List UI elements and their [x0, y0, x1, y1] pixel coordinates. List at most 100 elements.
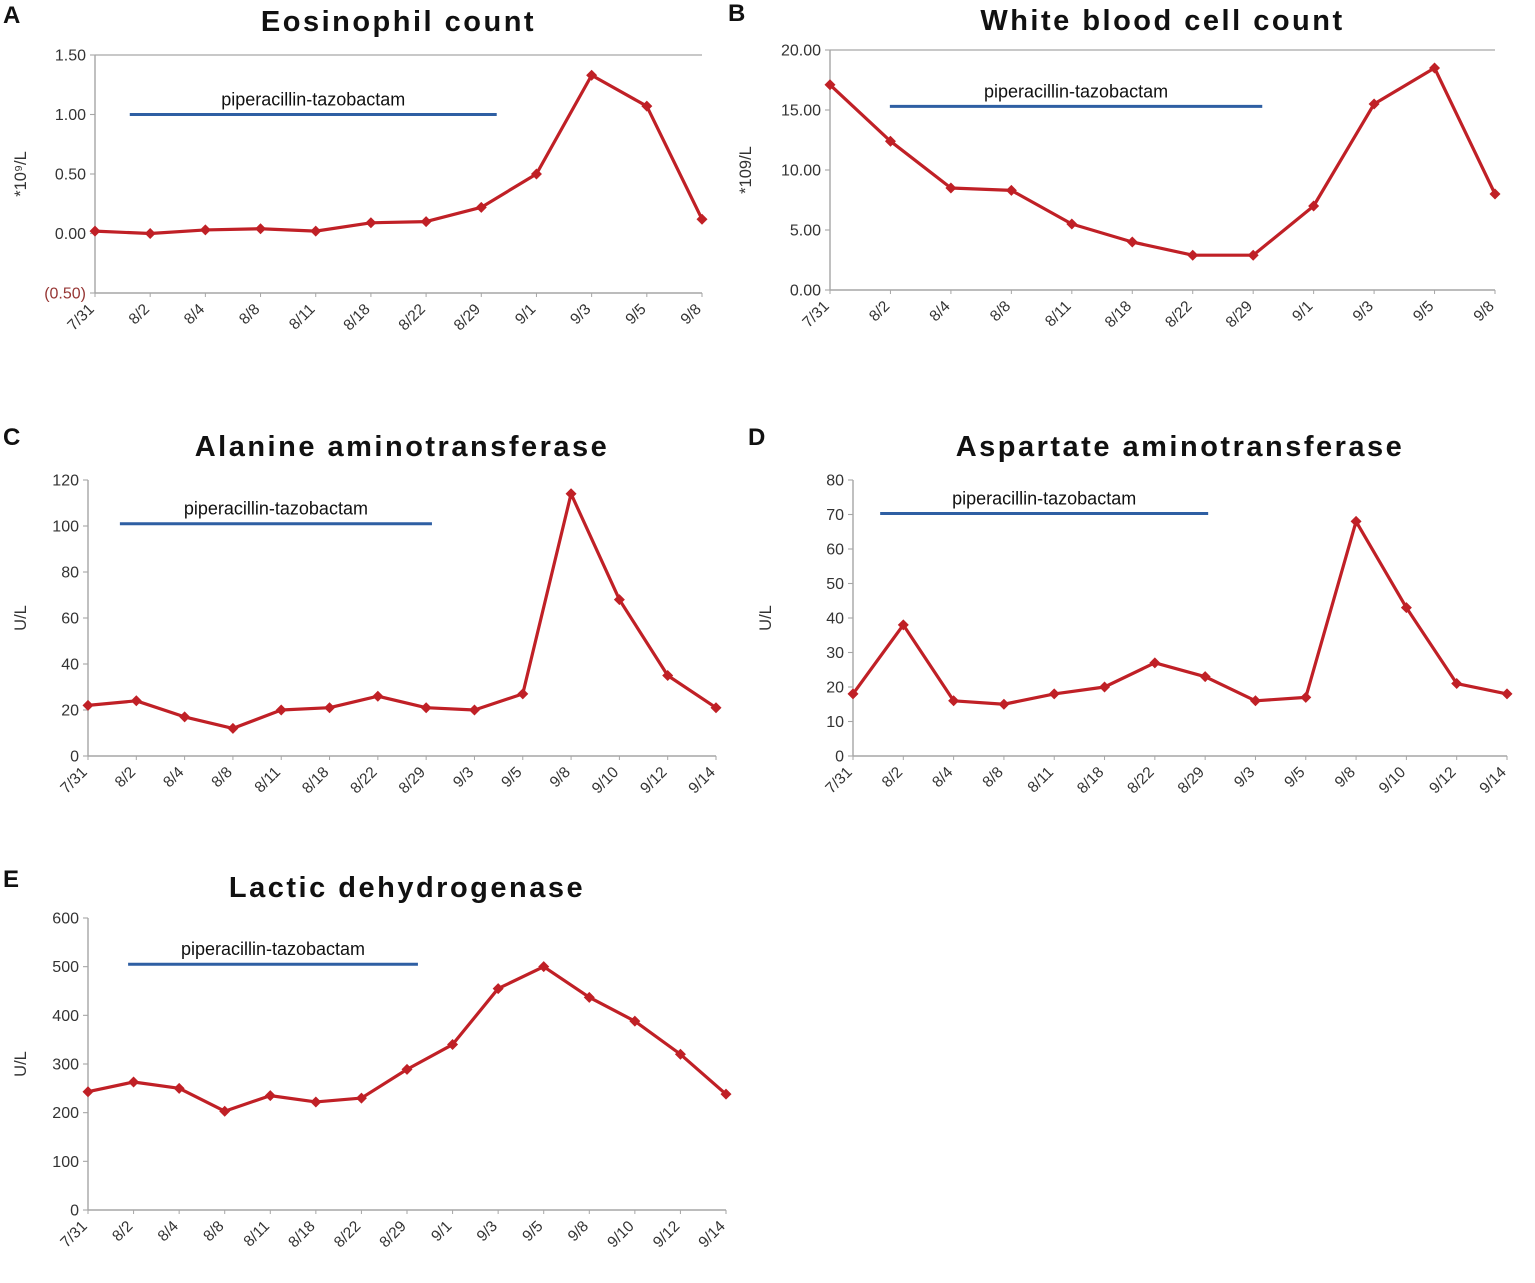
- y-tick-label: 80: [61, 565, 79, 582]
- y-axis: 0 100 200 300 400 500 600: [52, 911, 89, 1220]
- x-tick-label: 9/14: [695, 1218, 729, 1252]
- data-point: [517, 688, 529, 700]
- y-tick-label: 10.00: [781, 163, 821, 180]
- x-tick-label: 9/12: [650, 1218, 683, 1251]
- data-point: [219, 1105, 231, 1117]
- x-tick-label: 7/31: [799, 298, 832, 331]
- chart-plot-area: 0.00 5.00 10.00 15.00 20.00 7/31 8/2 8/4 8/8 8/11…: [725, 42, 1535, 380]
- y-axis-title: U/L: [757, 605, 775, 631]
- data-point: [310, 225, 322, 237]
- data-point: [847, 688, 859, 700]
- x-tick-label: 9/10: [1376, 764, 1410, 798]
- x-tick-label: 7/31: [64, 301, 97, 334]
- x-tick-label: 8/22: [331, 1218, 364, 1251]
- data-point: [89, 225, 101, 237]
- chart-canvas: 0 10 20 30 40 50 60 70 80 7/31 8/2 8/4 8/8 8/11 8/18 8/…: [757, 473, 1513, 798]
- data-point: [179, 711, 191, 723]
- x-tick-label: 9/14: [1476, 764, 1510, 798]
- x-tick-label: 8/22: [1124, 764, 1157, 797]
- chart-title: White blood cell count: [980, 4, 1345, 37]
- data-point: [1066, 218, 1078, 230]
- data-point: [538, 961, 550, 973]
- chart-canvas: 0 100 200 300 400 500 600 7/31 8/2 8/4 8/8 8/11 8/18…: [12, 911, 732, 1252]
- data-point: [1149, 657, 1161, 669]
- y-axis-title: U/L: [12, 1051, 30, 1077]
- x-tick-label: 9/10: [589, 764, 623, 798]
- y-tick-label: 0.50: [55, 167, 86, 184]
- data-series: [847, 515, 1513, 710]
- y-tick-label: 60: [826, 542, 844, 559]
- data-point: [720, 1088, 732, 1100]
- x-axis: 7/31 8/2 8/4 8/8 8/11 8/18 8/22 8/29 9/1 9/3 9/5 9/…: [64, 292, 705, 334]
- chart-alanine-aminotransferase: C Alanine aminotransferase 0 20 40 60 80 100 1…: [0, 424, 740, 856]
- data-point: [565, 488, 577, 500]
- y-tick-label: 10: [826, 714, 844, 731]
- x-tick-label: 8/2: [112, 764, 139, 791]
- data-point: [1368, 98, 1380, 110]
- x-tick-label: 8/11: [1042, 298, 1075, 331]
- drug-label: piperacillin-tazobactam: [184, 499, 368, 519]
- data-point: [1048, 688, 1060, 700]
- x-axis: 7/31 8/2 8/4 8/8 8/11 8/18 8/22 8/29 9/3 9/5 9/8 9/…: [822, 755, 1510, 798]
- drug-duration-annotation: piperacillin-tazobactam: [880, 488, 1209, 515]
- x-tick-label: 7/31: [57, 1218, 90, 1251]
- data-point: [275, 704, 287, 716]
- data-point: [492, 983, 504, 995]
- x-tick-label: 8/18: [299, 764, 332, 797]
- chart-canvas: (0.50) 0.00 0.50 1.00 1.50 7/31 8/2 8/4 8/8 8/11 8…: [12, 48, 708, 334]
- data-point: [475, 201, 487, 213]
- chart-lactic-dehydrogenase: E Lactic dehydrogenase 0 100 200 300 400 500 6…: [0, 866, 740, 1283]
- chart-white-blood-cell-count: B White blood cell count 0.00 5.00 10.00 15…: [725, 0, 1535, 375]
- data-point: [1005, 184, 1017, 196]
- x-tick-label: 8/2: [879, 764, 906, 791]
- y-tick-label: 400: [52, 1008, 79, 1025]
- data-point: [530, 168, 542, 180]
- y-tick-label: 60: [61, 611, 79, 628]
- data-point: [1451, 678, 1463, 690]
- x-tick-label: 8/4: [181, 301, 209, 329]
- data-point: [372, 690, 384, 702]
- drug-label: piperacillin-tazobactam: [221, 90, 405, 110]
- data-point: [1099, 681, 1111, 693]
- drug-duration-annotation: piperacillin-tazobactam: [128, 939, 418, 966]
- x-tick-label: 8/18: [340, 301, 373, 334]
- y-tick-label: 0: [70, 749, 79, 766]
- data-point: [629, 1015, 641, 1027]
- y-axis: 0 10 20 30 40 50 60 70 80: [826, 473, 854, 766]
- data-series: [82, 961, 732, 1117]
- panel-letter-c: C: [3, 424, 21, 451]
- data-point: [130, 695, 142, 707]
- x-tick-label: 9/5: [519, 1218, 546, 1245]
- y-tick-label: 500: [52, 959, 79, 976]
- data-point: [710, 702, 722, 714]
- data-point: [227, 722, 239, 734]
- panel-letter-d: D: [748, 424, 766, 451]
- data-point: [1308, 200, 1320, 212]
- data-point: [824, 79, 836, 91]
- panel-letter-e: E: [3, 866, 20, 893]
- series-line: [851, 519, 1509, 706]
- x-tick-label: 8/11: [1025, 764, 1058, 797]
- data-point: [199, 224, 211, 236]
- x-tick-label: 8/29: [451, 301, 484, 334]
- x-tick-label: 9/3: [1231, 764, 1258, 791]
- data-series: [89, 69, 708, 239]
- series-line: [93, 73, 704, 236]
- x-tick-label: 9/12: [637, 764, 670, 797]
- x-tick-label: 9/10: [604, 1218, 638, 1252]
- data-point: [641, 100, 653, 112]
- panel-letter-a: A: [3, 2, 21, 29]
- y-tick-label: 20.00: [781, 43, 821, 60]
- x-tick-label: 8/29: [1223, 298, 1256, 331]
- x-tick-label: 8/22: [1162, 298, 1195, 331]
- x-tick-label: 8/22: [396, 301, 429, 334]
- data-point: [586, 69, 598, 81]
- y-axis-title: *10⁹/L: [12, 151, 30, 197]
- x-tick-label: 7/31: [822, 764, 855, 797]
- data-point: [82, 699, 94, 711]
- x-tick-label: 8/11: [252, 764, 285, 797]
- x-tick-label: 8/8: [979, 764, 1006, 791]
- y-tick-label: 70: [826, 507, 844, 524]
- x-tick-label: 8/4: [926, 298, 954, 326]
- x-tick-label: 9/5: [498, 764, 525, 791]
